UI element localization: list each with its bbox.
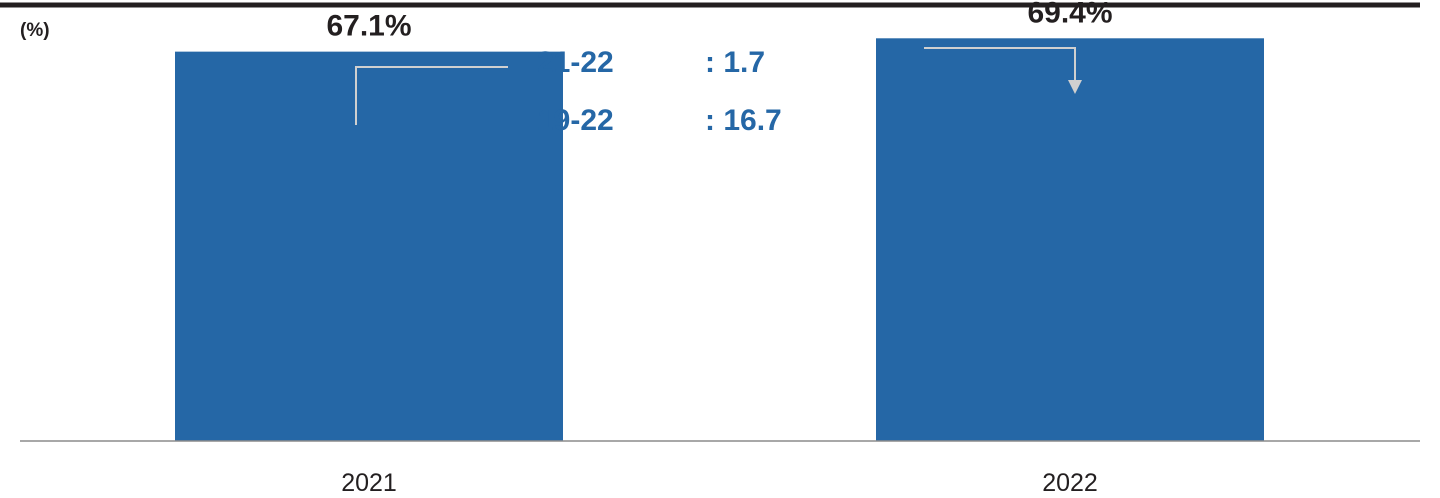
x-tick-label-2022: 2022 <box>1042 469 1098 497</box>
annotation-period-1: 21-22 <box>537 46 614 79</box>
annotation-connector-right <box>924 47 1076 82</box>
unit-label: (%) <box>20 20 50 41</box>
data-label-2021: 67.1% <box>326 10 411 43</box>
value-labels: 67.1% 69.4% <box>326 0 1112 43</box>
data-label-2022: 69.4% <box>1027 0 1112 29</box>
bars <box>175 38 1264 442</box>
annotation-value-1: : 1.7 <box>705 46 765 79</box>
annotation-connector-left <box>355 66 508 125</box>
change-annotation: 21-22 : 1.7 19-22 : 16.7 <box>355 46 1082 137</box>
x-tick-label-2021: 2021 <box>341 469 397 497</box>
annotation-period-2: 19-22 <box>537 104 614 137</box>
annotation-value-2: : 16.7 <box>705 104 782 137</box>
annotation-arrow-head-icon <box>1068 80 1082 94</box>
bar-2022 <box>876 38 1264 442</box>
bar-2021 <box>175 51 563 441</box>
x-tick-labels: 2021 2022 <box>341 469 1098 497</box>
